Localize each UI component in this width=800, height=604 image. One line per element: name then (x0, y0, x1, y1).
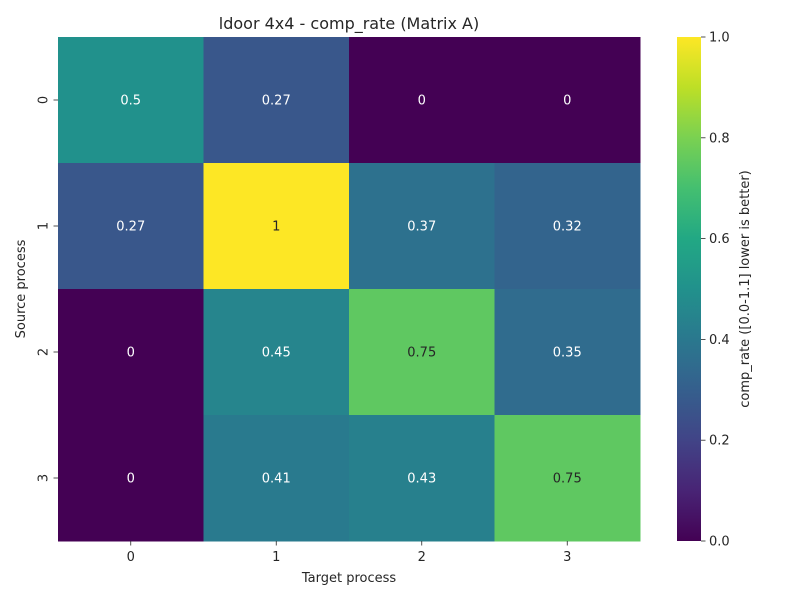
y-axis: 0 1 2 3 (37, 96, 58, 482)
x-tick-label: 2 (418, 550, 426, 565)
chart-title: ldoor 4x4 - comp_rate (Matrix A) (219, 14, 479, 34)
cell-value-label: 0.45 (262, 346, 291, 361)
cell-value-label: 1 (272, 220, 280, 235)
cell-value-label: 0.5 (120, 94, 141, 109)
cell-value-label: 0.27 (262, 94, 291, 109)
colorbar-tick-label: 0.0 (709, 535, 730, 550)
heatmap-cell (203, 415, 350, 542)
heatmap-cell (349, 415, 495, 542)
heatmap-cell (203, 289, 350, 416)
y-tick-label: 0 (37, 96, 52, 104)
cell-value-label: 0.43 (407, 472, 436, 487)
x-tick-label: 1 (272, 550, 280, 565)
colorbar-tick-label: 0.8 (709, 131, 730, 146)
colorbar-ticks: 0.0 0.2 0.4 0.6 0.8 1.0 (701, 31, 730, 550)
colorbar (677, 37, 701, 541)
heatmap-cell (494, 289, 641, 416)
cell-value-label: 0.37 (407, 220, 436, 235)
x-axis-label: Target process (301, 571, 397, 586)
heatmap-cell (58, 37, 204, 164)
cell-value-label: 0.35 (553, 346, 582, 361)
heatmap-annotations: 0.5 0.27 0 0 0.27 1 0.37 0.32 0 0.45 0.75 0.35 0 0.41… (116, 94, 581, 487)
heatmap-cell (494, 163, 641, 290)
cell-value-label: 0.41 (262, 472, 291, 487)
heatmap-cell (58, 415, 204, 542)
heatmap-cell (58, 289, 204, 416)
y-axis-label: Source process (14, 239, 29, 338)
colorbar-label: comp_rate ([0.0-1.1] lower is better) (738, 170, 753, 408)
cell-value-label: 0.27 (116, 220, 145, 235)
x-tick-label: 0 (127, 550, 135, 565)
heatmap-cell (349, 289, 495, 416)
heatmap-cell (494, 415, 641, 542)
cell-value-label: 0.75 (407, 346, 436, 361)
x-tick-label: 3 (563, 550, 571, 565)
heatmap-cell (494, 37, 641, 164)
colorbar-tick-label: 0.6 (709, 232, 730, 247)
heatmap-cell (349, 163, 495, 290)
heatmap-cell (349, 37, 495, 164)
heatmap-cell (203, 163, 350, 290)
cell-value-label: 0.32 (553, 220, 582, 235)
cell-value-label: 0 (418, 94, 426, 109)
heatmap-cells (58, 37, 641, 542)
colorbar-tick-label: 0.2 (709, 434, 730, 449)
y-tick-label: 2 (37, 348, 52, 356)
heatmap-cell (58, 163, 204, 290)
heatmap-cell (203, 37, 350, 164)
cell-value-label: 0 (563, 94, 571, 109)
colorbar-tick-label: 0.4 (709, 333, 730, 348)
cell-value-label: 0.75 (553, 472, 582, 487)
cell-value-label: 0 (127, 472, 135, 487)
y-tick-label: 1 (37, 222, 52, 230)
y-tick-label: 3 (37, 474, 52, 482)
x-axis: 0 1 2 3 (127, 541, 571, 565)
colorbar-tick-label: 1.0 (709, 31, 730, 46)
cell-value-label: 0 (127, 346, 135, 361)
